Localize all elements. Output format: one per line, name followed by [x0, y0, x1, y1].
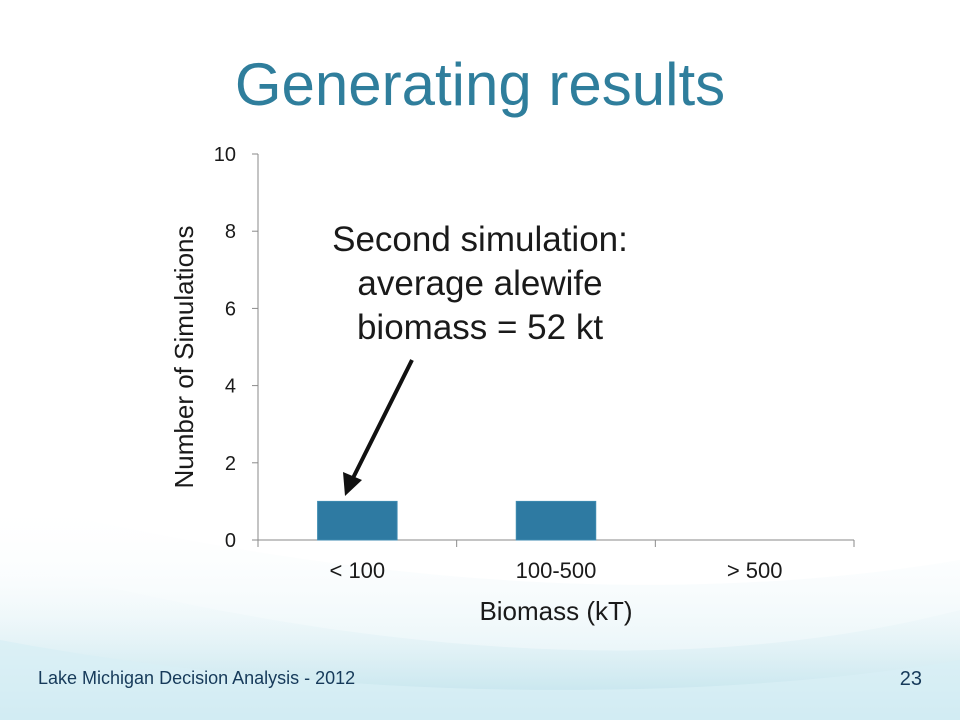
y-tick-label: 2 — [225, 453, 236, 475]
y-tick-label: 10 — [214, 144, 236, 166]
annotation-line-1: Second simulation: — [332, 220, 628, 259]
x-tick-label: < 100 — [329, 558, 385, 583]
page-number: 23 — [899, 668, 922, 690]
footer-text: Lake Michigan Decision Analysis - 2012 — [38, 668, 356, 688]
y-tick-label: 6 — [225, 298, 236, 320]
y-tick-label: 8 — [225, 221, 236, 243]
slide-title: Generating results — [234, 51, 726, 118]
y-tick-label: 4 — [225, 376, 236, 398]
x-tick-label: 100-500 — [516, 558, 597, 583]
bar — [317, 500, 398, 541]
x-axis-title: Biomass (kT) — [479, 596, 632, 626]
annotation-text: Second simulation: average alewife bioma… — [300, 218, 660, 350]
annotation-line-2: average alewife — [357, 264, 603, 303]
annotation-line-3: biomass = 52 kt — [356, 308, 604, 347]
y-tick-label: 0 — [225, 530, 236, 552]
x-tick-label: > 500 — [727, 558, 783, 583]
bar — [515, 500, 597, 541]
annotation-arrow-head — [343, 472, 362, 496]
y-axis-title: Number of Simulations — [169, 226, 199, 489]
annotation-arrow-line — [350, 359, 414, 481]
